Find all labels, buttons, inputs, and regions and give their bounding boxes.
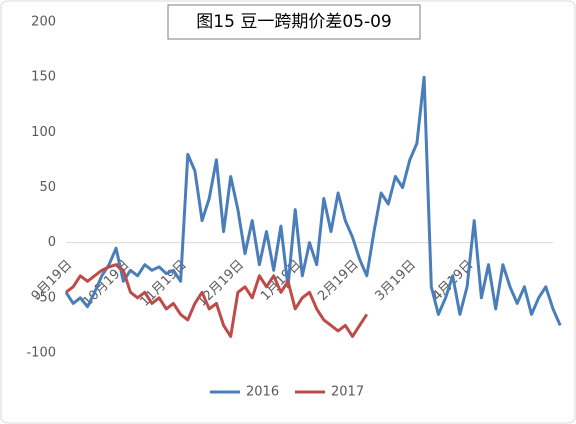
line-series [65, 263, 369, 338]
legend-label: 2017 [331, 385, 364, 400]
y-tick-label: 100 [31, 125, 56, 140]
line-series [64, 75, 562, 326]
y-tick-label: 50 [39, 180, 56, 195]
y-tick-label: 200 [31, 15, 56, 30]
y-tick-label: 0 [48, 235, 56, 250]
y-tick-label: 150 [31, 70, 56, 85]
y-tick-label: -100 [26, 346, 56, 361]
title-box [167, 4, 421, 40]
chart-title: 图15 豆一跨期价差05-09 [196, 12, 391, 32]
legend-label: 2016 [246, 385, 279, 400]
y-tick-label: -50 [35, 290, 56, 305]
